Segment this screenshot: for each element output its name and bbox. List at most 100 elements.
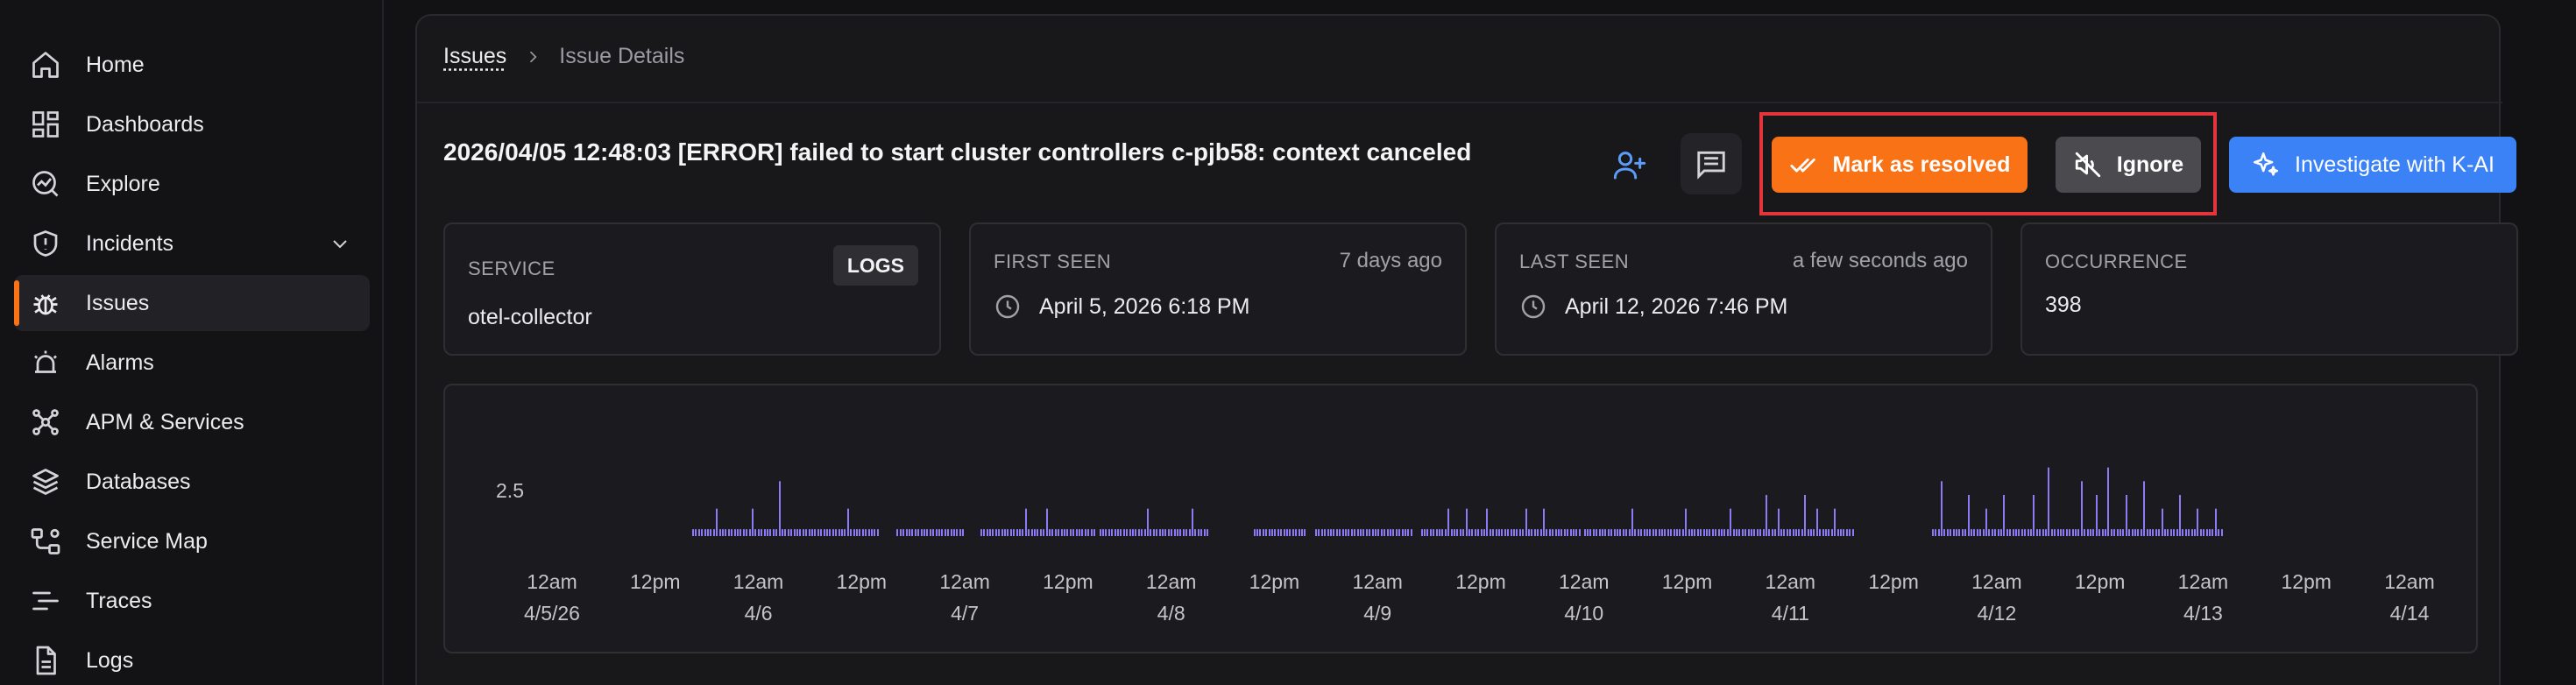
chart-bar [1259,529,1261,536]
chart-bar [1730,508,1731,536]
chevron-down-icon[interactable] [329,233,350,254]
chart-bar [749,529,751,536]
chart-bar [1579,529,1581,536]
chart-bar [1774,529,1776,536]
chart-bar [1691,529,1693,536]
chart-bar [850,529,852,536]
chart-bar [1174,529,1176,536]
sidebar-item-dashboards[interactable]: Dashboards [14,96,370,152]
chart-bar [1001,529,1003,536]
sidebar-item-databases[interactable]: Databases [14,454,370,510]
sidebar-item-traces[interactable]: Traces [14,573,370,629]
chart-bar [1700,529,1702,536]
chart-bar [1659,529,1660,536]
chart-bar [1513,529,1515,536]
chart-bar [1567,529,1568,536]
chart-bar [1822,529,1824,536]
chart-bar [1025,508,1027,536]
chart-bar [2033,495,2035,536]
chart-bar [1123,529,1125,536]
sidebar-item-apm-services[interactable]: APM & Services [14,394,370,450]
investigate-with-kai-button[interactable]: Investigate with K-AI [2229,137,2516,193]
chart-bar [803,529,804,536]
chart-bar [1336,529,1338,536]
chart-bar [2069,529,2070,536]
x-tick-time: 12am [1766,570,1816,593]
chart-bar [1301,529,1303,536]
chart-bar [2134,529,2136,536]
chart-bar [1992,529,1993,536]
chart-bar [2107,467,2109,536]
breadcrumb-issues-link[interactable]: Issues [443,44,507,68]
occurrence-value: 398 [2045,293,2082,317]
chart-bar [1534,529,1536,536]
chart-bar [1433,529,1434,536]
chart-bar [1715,529,1716,536]
chart-bar [1481,529,1483,536]
service-label: SERVICE [468,258,556,279]
x-tick-date: 4/8 [1157,602,1185,625]
chart-bar [1049,529,1051,536]
assign-user-button[interactable] [1602,137,1658,193]
chart-bar [983,529,985,536]
mark-as-resolved-button[interactable]: Mark as resolved [1772,137,2028,193]
chart-bar [731,529,732,536]
chart-bar [1007,529,1008,536]
chart-bar [2054,529,2056,536]
chart-bar [1604,529,1606,536]
logs-badge-button[interactable]: LOGS [832,245,918,286]
chart-bar [945,529,946,536]
chart-bar [1129,529,1131,536]
chart-bar [2188,529,2190,536]
sidebar-item-logs[interactable]: Logs [14,632,370,685]
chart-bar [1462,529,1464,536]
sidebar-item-home[interactable]: Home [14,37,370,93]
chart-bar [932,529,934,536]
chart-bar [1501,529,1503,536]
chart-bar [1079,529,1080,536]
chart-bar [1808,529,1809,536]
ignore-button[interactable]: Ignore [2056,137,2201,193]
chart-bar [1315,529,1317,536]
x-tick-time: 12am [1352,570,1403,593]
chart-bar [1289,529,1291,536]
chart-bar [1958,529,1960,536]
chart-bar [1793,529,1794,536]
chart-bar [2162,508,2163,536]
sidebar-item-incidents[interactable]: Incidents [14,215,370,272]
chart-bar [2191,529,2193,536]
chart-bar [1763,529,1765,536]
chart-bar [1638,529,1639,536]
chart-bar [1010,529,1012,536]
chart-bar [1087,529,1089,536]
sidebar-item-label: Alarms [86,350,154,375]
chart-bar [2042,529,2044,536]
chart-bar [1819,529,1821,536]
chart-bar [740,529,741,536]
sidebar-item-alarms[interactable]: Alarms [14,335,370,391]
chart-bar [839,529,840,536]
comment-button[interactable] [1681,133,1742,194]
x-tick-time: 12pm [1249,570,1300,593]
chart-bar [1709,529,1710,536]
chart-bar [1091,529,1093,536]
chart-bar [1295,529,1297,536]
chart-bar [1138,529,1140,536]
chart-bar [841,529,843,536]
chart-bar [1037,529,1038,536]
chart-bar [2081,481,2083,536]
chart-bar [1284,529,1285,536]
sidebar-item-service-map[interactable]: Service Map [14,513,370,569]
sidebar-item-explore[interactable]: Explore [14,156,370,212]
sidebar-item-issues[interactable]: Issues [14,275,370,331]
chart-bar [1852,529,1854,536]
chart-bar [1558,529,1560,536]
chart-bar [1706,529,1708,536]
chart-bar [2128,529,2130,536]
chart-bar [1468,529,1470,536]
x-tick-time: 12pm [837,570,888,593]
sidebar: Home Dashboards Explore Incidents [0,0,384,685]
chart-bar [1998,529,1999,536]
chart-bar [2087,529,2089,536]
chart-bar [713,529,715,536]
